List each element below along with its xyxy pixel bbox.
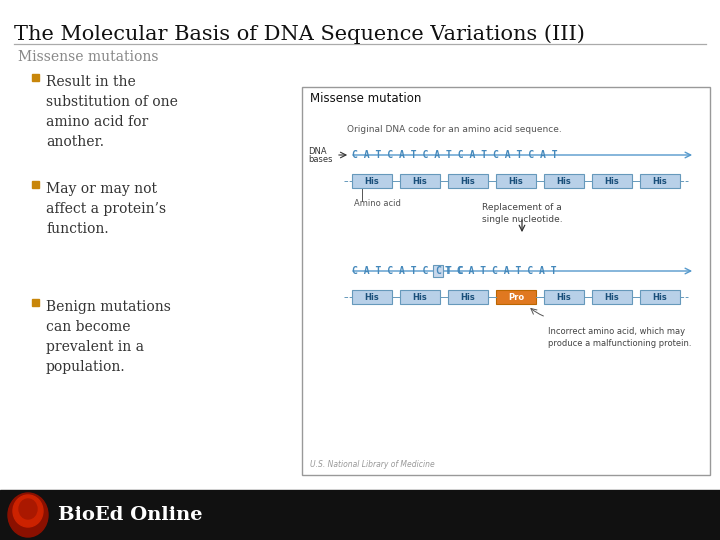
Text: C A T C A T C A T C: C A T C A T C A T C bbox=[352, 266, 464, 276]
Text: His: His bbox=[364, 177, 379, 186]
Bar bbox=[448, 174, 488, 188]
Bar bbox=[496, 174, 536, 188]
Text: Replacement of a
single nucleotide.: Replacement of a single nucleotide. bbox=[482, 203, 562, 224]
Text: C: C bbox=[435, 266, 441, 276]
Bar bbox=[0, 490, 720, 540]
Bar bbox=[592, 290, 632, 304]
Text: His: His bbox=[557, 293, 572, 301]
Bar bbox=[544, 174, 584, 188]
Bar bbox=[302, 87, 710, 475]
Text: His: His bbox=[605, 177, 619, 186]
Bar bbox=[400, 174, 440, 188]
Bar bbox=[640, 290, 680, 304]
Text: T C A T C A T C A T: T C A T C A T C A T bbox=[445, 266, 557, 276]
Bar bbox=[496, 290, 536, 304]
Bar bbox=[32, 299, 39, 306]
Bar bbox=[400, 290, 440, 304]
Text: Missense mutation: Missense mutation bbox=[310, 92, 421, 105]
Ellipse shape bbox=[13, 495, 43, 527]
Bar bbox=[592, 174, 632, 188]
Text: Amino acid: Amino acid bbox=[354, 199, 401, 208]
Text: Missense mutations: Missense mutations bbox=[18, 50, 158, 64]
Bar bbox=[448, 290, 488, 304]
Text: His: His bbox=[364, 293, 379, 301]
Text: His: His bbox=[652, 177, 667, 186]
Text: His: His bbox=[461, 293, 475, 301]
Text: Incorrect amino acid, which may
produce a malfunctioning protein.: Incorrect amino acid, which may produce … bbox=[548, 327, 691, 348]
Text: His: His bbox=[605, 293, 619, 301]
Text: The Molecular Basis of DNA Sequence Variations (III): The Molecular Basis of DNA Sequence Vari… bbox=[14, 24, 585, 44]
Text: His: His bbox=[413, 177, 428, 186]
Text: His: His bbox=[652, 293, 667, 301]
Bar bbox=[32, 74, 39, 81]
Text: C A T C A T C A T C A T C A T C A T: C A T C A T C A T C A T C A T C A T bbox=[352, 150, 557, 160]
Bar bbox=[640, 174, 680, 188]
Text: His: His bbox=[508, 177, 523, 186]
Ellipse shape bbox=[19, 499, 37, 519]
Text: BioEd Online: BioEd Online bbox=[58, 506, 202, 524]
Text: Original DNA code for an amino acid sequence.: Original DNA code for an amino acid sequ… bbox=[347, 125, 562, 134]
Text: U.S. National Library of Medicine: U.S. National Library of Medicine bbox=[310, 460, 435, 469]
Text: bases: bases bbox=[308, 156, 333, 165]
Bar bbox=[433, 265, 443, 277]
Bar bbox=[32, 181, 39, 188]
Text: Pro: Pro bbox=[508, 293, 524, 301]
Bar bbox=[544, 290, 584, 304]
Bar bbox=[352, 290, 392, 304]
Ellipse shape bbox=[8, 493, 48, 537]
Text: His: His bbox=[557, 177, 572, 186]
Text: May or may not
affect a protein’s
function.: May or may not affect a protein’s functi… bbox=[46, 182, 166, 236]
Text: His: His bbox=[461, 177, 475, 186]
Bar bbox=[352, 174, 392, 188]
Text: Result in the
substitution of one
amino acid for
another.: Result in the substitution of one amino … bbox=[46, 75, 178, 149]
Text: His: His bbox=[413, 293, 428, 301]
Text: DNA: DNA bbox=[308, 146, 327, 156]
Text: Benign mutations
can become
prevalent in a
population.: Benign mutations can become prevalent in… bbox=[46, 300, 171, 374]
